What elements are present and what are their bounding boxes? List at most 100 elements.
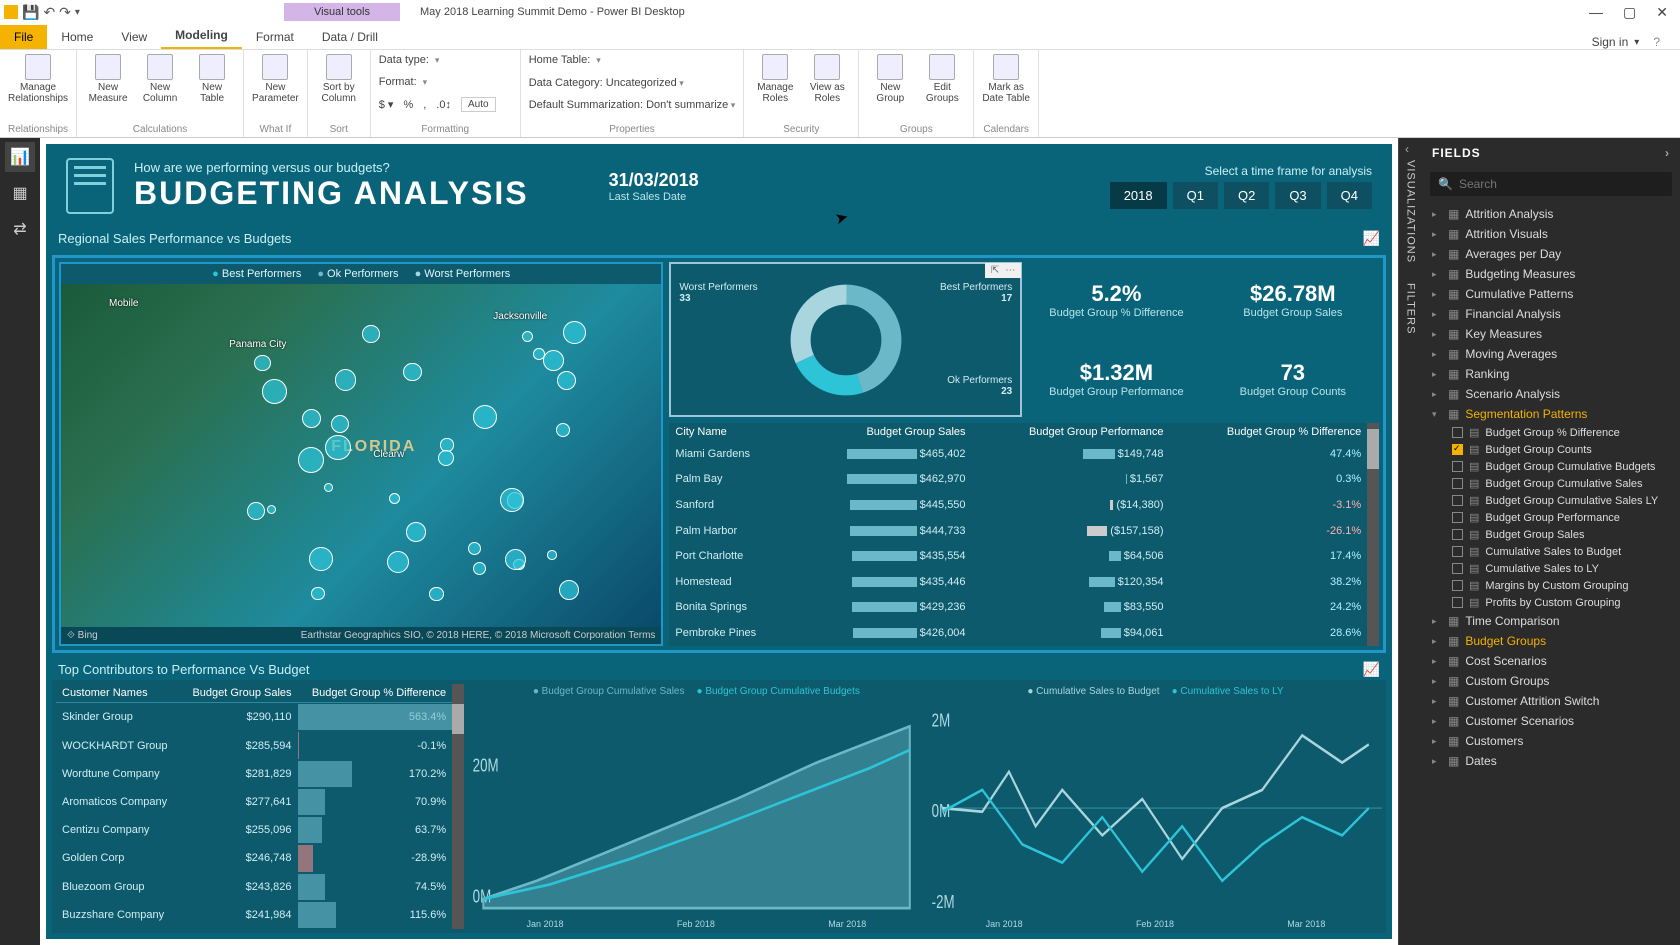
checkbox[interactable] [1452, 563, 1463, 574]
fields-table-averages-per-day[interactable]: ▸▦Averages per Day [1422, 244, 1680, 264]
slicer-q1[interactable]: Q1 [1173, 182, 1218, 209]
map-bubble[interactable] [563, 321, 586, 344]
minimize-icon[interactable]: — [1589, 4, 1603, 21]
checkbox[interactable] [1452, 427, 1463, 438]
tab-modeling[interactable]: Modeling [161, 23, 242, 49]
map-bubble[interactable] [473, 405, 498, 430]
table-row[interactable]: WOCKHARDT Group$285,594-0.1% [56, 731, 452, 759]
fields-table-attrition-analysis[interactable]: ▸▦Attrition Analysis [1422, 204, 1680, 224]
customer-table[interactable]: Customer NamesBudget Group SalesBudget G… [56, 684, 464, 929]
table-row[interactable]: Palm Harbor $444,733 ($157,158)-26.1% [669, 518, 1367, 544]
table-row[interactable]: Golden Corp$246,748-28.9% [56, 844, 452, 872]
redo-icon[interactable]: ↷ [59, 4, 71, 21]
table-row[interactable]: Homestead $435,446 $120,35438.2% [669, 569, 1367, 595]
table-row[interactable]: Port Charlotte $435,554 $64,50617.4% [669, 543, 1367, 569]
map-bubble[interactable] [557, 371, 576, 390]
fields-table-time-comparison[interactable]: ▸▦Time Comparison [1422, 611, 1680, 631]
fields-table-custom-groups[interactable]: ▸▦Custom Groups [1422, 671, 1680, 691]
sign-in-link[interactable]: Sign in▾ ? [1592, 35, 1680, 49]
kpi-card[interactable]: 73Budget Group Counts [1207, 342, 1379, 418]
new-table-button[interactable]: New Table [189, 54, 235, 104]
map-bubble[interactable] [325, 435, 351, 461]
chevron-left-icon[interactable]: ‹ [1405, 142, 1409, 156]
help-icon[interactable]: ? [1653, 35, 1660, 49]
map-bubble[interactable] [309, 547, 333, 571]
map-bubble[interactable] [500, 488, 524, 512]
map-bubble[interactable] [247, 502, 265, 520]
new-group-button[interactable]: New Group [867, 54, 913, 104]
field-cumulative-sales-to-ly[interactable]: ▤Cumulative Sales to LY [1422, 560, 1680, 577]
kpi-card[interactable]: 5.2%Budget Group % Difference [1030, 262, 1202, 338]
fields-table-ranking[interactable]: ▸▦Ranking [1422, 364, 1680, 384]
fields-table-customers[interactable]: ▸▦Customers [1422, 731, 1680, 751]
visualizations-pane-collapsed[interactable]: ‹ VISUALIZATIONS FILTERS [1398, 138, 1422, 945]
table-row[interactable]: Skinder Group$290,110563.4% [56, 702, 452, 731]
fields-table-key-measures[interactable]: ▸▦Key Measures [1422, 324, 1680, 344]
field-budget-group-counts[interactable]: ▤Budget Group Counts [1422, 441, 1680, 458]
fields-table-cumulative-patterns[interactable]: ▸▦Cumulative Patterns [1422, 284, 1680, 304]
map-bubble[interactable] [429, 587, 444, 602]
tab-view[interactable]: View [107, 25, 161, 49]
fields-search[interactable]: 🔍 [1430, 172, 1672, 196]
field-budget-group-cumulative-sales-ly[interactable]: ▤Budget Group Cumulative Sales LY [1422, 492, 1680, 509]
map-bubble[interactable] [262, 379, 287, 404]
column-header[interactable]: Budget Group Sales [180, 684, 297, 703]
save-icon[interactable]: 💾 [22, 4, 39, 21]
field-budget-group-cumulative-budgets[interactable]: ▤Budget Group Cumulative Budgets [1422, 458, 1680, 475]
search-input[interactable] [1459, 177, 1664, 191]
manage-roles-button[interactable]: Manage Roles [752, 54, 798, 104]
hometable-dropdown[interactable] [596, 54, 601, 66]
table-row[interactable]: Bluezoom Group$243,82674.5% [56, 873, 452, 901]
map-bubble[interactable] [362, 325, 380, 343]
comma-icon[interactable]: , [423, 99, 426, 111]
checkbox[interactable] [1452, 512, 1463, 523]
datatype-dropdown[interactable] [435, 54, 440, 66]
map-bubble[interactable] [522, 331, 533, 342]
table-row[interactable]: Aromaticos Company$277,64170.9% [56, 788, 452, 816]
map-bubble[interactable] [556, 423, 571, 438]
column-header[interactable]: Budget Group % Difference [1170, 423, 1368, 441]
edit-groups-button[interactable]: Edit Groups [919, 54, 965, 104]
map-bubble[interactable] [468, 542, 481, 555]
map-bubble[interactable] [403, 363, 422, 382]
column-header[interactable]: Customer Names [56, 684, 180, 703]
checkbox[interactable] [1452, 444, 1463, 455]
close-icon[interactable]: ✕ [1656, 4, 1668, 21]
field-budget-group-performance[interactable]: ▤Budget Group Performance [1422, 509, 1680, 526]
slicer-q3[interactable]: Q3 [1275, 182, 1320, 209]
map-visual[interactable]: Best Performers Ok Performers Worst Perf… [59, 262, 663, 646]
fields-table-financial-analysis[interactable]: ▸▦Financial Analysis [1422, 304, 1680, 324]
mark-date-table-button[interactable]: Mark as Date Table [982, 54, 1030, 104]
table-row[interactable]: Wordtune Company$281,829170.2% [56, 760, 452, 788]
map-bubble[interactable] [473, 562, 486, 575]
report-canvas[interactable]: How are we performing versus our budgets… [40, 138, 1398, 945]
new-column-button[interactable]: New Column [137, 54, 183, 104]
field-budget-group-sales[interactable]: ▤Budget Group Sales [1422, 526, 1680, 543]
fields-table-budgeting-measures[interactable]: ▸▦Budgeting Measures [1422, 264, 1680, 284]
format-dropdown[interactable] [423, 76, 428, 88]
tab-format[interactable]: Format [242, 25, 308, 49]
checkbox[interactable] [1452, 597, 1463, 608]
donut-visual[interactable]: ⇱⋯ Worst Performers33 Best Performers17 … [669, 262, 1022, 417]
table-row[interactable]: Bonita Springs $429,236 $83,55024.2% [669, 595, 1367, 621]
undo-icon[interactable]: ↶ [43, 4, 55, 21]
fields-table-scenario-analysis[interactable]: ▸▦Scenario Analysis [1422, 384, 1680, 404]
data-view-icon[interactable]: ▦ [5, 178, 35, 208]
fields-table-moving-averages[interactable]: ▸▦Moving Averages [1422, 344, 1680, 364]
map-bubble[interactable] [559, 580, 579, 600]
qat-dropdown-icon[interactable]: ▾ [75, 7, 80, 18]
summarization-dropdown[interactable]: Default Summarization: Don't summarize [529, 99, 736, 111]
fields-table-customer-scenarios[interactable]: ▸▦Customer Scenarios [1422, 711, 1680, 731]
fields-table-customer-attrition-switch[interactable]: ▸▦Customer Attrition Switch [1422, 691, 1680, 711]
column-header[interactable]: Budget Group % Difference [298, 684, 453, 703]
map-bubble[interactable] [547, 550, 557, 560]
kpi-card[interactable]: $1.32MBudget Group Performance [1030, 342, 1202, 418]
chart-icon[interactable]: 📈 [1363, 661, 1380, 678]
map-bubble[interactable] [254, 355, 271, 372]
cumulative-chart[interactable]: Budget Group Cumulative Sales Budget Gro… [470, 684, 923, 929]
fields-table-dates[interactable]: ▸▦Dates [1422, 751, 1680, 771]
field-budget-group---difference[interactable]: ▤Budget Group % Difference [1422, 424, 1680, 441]
fields-table-cost-scenarios[interactable]: ▸▦Cost Scenarios [1422, 651, 1680, 671]
table-row[interactable]: Pembroke Pines $426,004 $94,06128.6% [669, 620, 1367, 646]
map-bubble[interactable] [324, 483, 333, 492]
